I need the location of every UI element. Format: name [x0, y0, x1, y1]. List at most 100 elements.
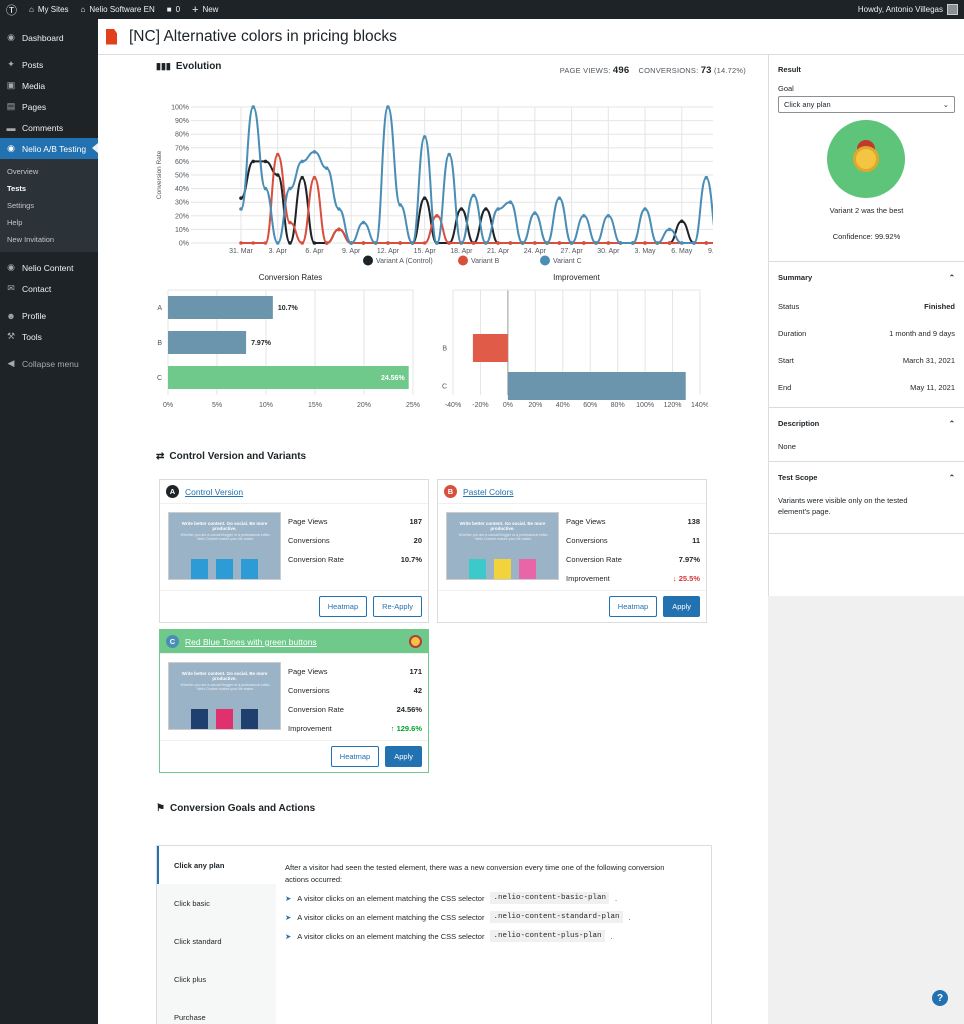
- menu-profile[interactable]: ☻ Profile: [6, 310, 47, 321]
- submenu-new-invitation[interactable]: New Invitation: [7, 235, 55, 244]
- variant-name-link[interactable]: Red Blue Tones with green buttons: [185, 636, 317, 647]
- chevron-up-icon: ⌃: [948, 473, 955, 482]
- menu-contact[interactable]: ✉ Contact: [7, 283, 52, 294]
- goal-select[interactable]: Click any plan ⌄: [778, 96, 955, 113]
- bar: [168, 296, 273, 319]
- help-icon[interactable]: ?: [932, 990, 948, 1006]
- data-point: [337, 207, 341, 211]
- menu-tools[interactable]: ⚒ Tools: [6, 331, 42, 342]
- heatmap-button[interactable]: Heatmap: [330, 746, 380, 767]
- variant-metrics: Page Views 171 Conversions 42 Conversion R…: [288, 667, 422, 733]
- heatmap-button[interactable]: Heatmap: [318, 596, 368, 617]
- title-bar: [NC] Alternative colors in pricing block…: [98, 19, 964, 55]
- chevron-down-icon: ⌄: [942, 100, 949, 109]
- goal-tab-click-basic[interactable]: Click basic: [174, 898, 210, 908]
- data-point: [312, 241, 317, 245]
- variants-title: ⇄ Control Version and Variants: [156, 451, 307, 462]
- data-point: [422, 135, 427, 139]
- comments-link[interactable]: ■ 0: [166, 5, 181, 14]
- data-point: [606, 241, 611, 245]
- data-point: [520, 241, 525, 245]
- account-link[interactable]: Howdy, Antonio Villegas: [852, 0, 964, 19]
- description-header[interactable]: Description ⌃: [778, 419, 955, 428]
- x-tick-label: 3. Apr: [269, 248, 288, 255]
- heatmap-button[interactable]: Heatmap: [608, 596, 658, 617]
- data-point: [533, 211, 537, 215]
- re-apply-button[interactable]: Re-Apply: [373, 596, 422, 617]
- menu-pages[interactable]: ▤ Pages: [6, 101, 47, 112]
- goal-action: ➤ A visitor clicks on an element matching…: [285, 930, 613, 942]
- data-point: [447, 152, 451, 157]
- goal-tab-click-any-plan[interactable]: Click any plan: [157, 846, 276, 884]
- x-tick-label: 6. May: [671, 248, 693, 255]
- end-value: May 11, 2021: [910, 383, 955, 392]
- menu-posts[interactable]: ✦ Posts: [7, 59, 44, 70]
- variant-name-link[interactable]: Control Version: [185, 486, 244, 497]
- variant-metrics: Page Views 138 Conversions 11 Conversion R…: [566, 517, 700, 583]
- data-point: [435, 214, 439, 218]
- dashboard-icon: ◉: [7, 32, 15, 42]
- status-value: Finished: [924, 302, 955, 311]
- data-point: [312, 150, 317, 154]
- submenu-settings[interactable]: Settings: [7, 201, 35, 210]
- x-tick-label: 15. Apr: [414, 248, 437, 255]
- goal-tabs: Click any plan Click basic Click standar…: [157, 846, 276, 1024]
- data-point: [508, 241, 513, 245]
- data-point: [288, 186, 292, 191]
- x-tick-label: 20%: [357, 402, 371, 409]
- goal-tab-click-plus[interactable]: Click plus: [174, 974, 207, 984]
- menu-comments[interactable]: ▬ Comments: [6, 122, 64, 133]
- wordpress-icon: Ⓣ: [6, 4, 17, 17]
- wp-logo[interactable]: Ⓣ: [0, 0, 23, 19]
- menu-nelio-content[interactable]: ◉ Nelio Content: [7, 262, 74, 273]
- variant-header: B Pastel Colors: [438, 480, 706, 504]
- my-sites-link[interactable]: ⌂ My Sites: [29, 5, 69, 14]
- y-tick-label: A: [157, 305, 162, 312]
- apply-button[interactable]: Apply: [663, 596, 700, 617]
- variant-name-link[interactable]: Pastel Colors: [463, 486, 514, 497]
- data-point: [655, 241, 660, 245]
- variant-preview[interactable]: Write better content. Go social. Be more…: [168, 512, 281, 580]
- variant-preview[interactable]: Write better content. Go social. Be more…: [168, 662, 281, 730]
- cursor-icon: ➤: [285, 931, 292, 941]
- x-tick-label: 18. Apr: [450, 248, 473, 255]
- goal-tab-purchase[interactable]: Purchase: [174, 1012, 206, 1022]
- x-tick-label: 60%: [583, 402, 597, 409]
- scope-header[interactable]: Test Scope ⌃: [778, 473, 955, 482]
- apply-button[interactable]: Apply: [385, 746, 422, 767]
- data-point: [643, 241, 647, 245]
- data-point: [251, 159, 256, 164]
- x-tick-label: 15%: [308, 402, 322, 409]
- y-axis-label: Conversion Rate: [156, 150, 163, 199]
- new-link[interactable]: + New: [192, 3, 219, 16]
- site-link[interactable]: ⌂ Nelio Software EN: [80, 5, 155, 14]
- data-label: 7.97%: [251, 340, 272, 347]
- data-point: [582, 241, 586, 245]
- menu-nelio-ab-testing[interactable]: ◉ Nelio A/B Testing: [0, 138, 98, 159]
- summary-header[interactable]: Summary ⌃: [778, 273, 955, 282]
- variant-header: C Red Blue Tones with green buttons: [160, 630, 428, 654]
- x-tick-label: 3. May: [635, 248, 657, 255]
- submenu-overview[interactable]: Overview: [7, 167, 39, 176]
- chart-bars-icon: ▮▮▮: [156, 61, 171, 71]
- variant-preview[interactable]: Write better content. Go social. Be more…: [446, 512, 559, 580]
- goal-description: After a visitor had seen the tested elem…: [285, 863, 665, 884]
- goal-tab-click-standard[interactable]: Click standard: [174, 936, 222, 946]
- y-tick-label: C: [442, 384, 447, 391]
- data-point: [239, 196, 243, 200]
- x-tick-label: 12. Apr: [377, 248, 400, 255]
- media-icon: ▣: [6, 80, 16, 90]
- page-title: [NC] Alternative colors in pricing block…: [129, 27, 397, 45]
- data-point: [435, 241, 439, 245]
- menu-dashboard[interactable]: ◉ Dashboard: [7, 32, 64, 43]
- legend-marker: [363, 255, 373, 266]
- submenu-help[interactable]: Help: [7, 218, 23, 227]
- data-point: [275, 173, 280, 177]
- evolution-title: ▮▮▮ Evolution: [156, 61, 222, 72]
- x-tick-label: 10%: [259, 402, 273, 409]
- medal-icon: [853, 146, 879, 172]
- submenu-tests[interactable]: Tests: [7, 184, 27, 193]
- legend-marker: [540, 255, 550, 266]
- collapse-menu[interactable]: ◀ Collapse menu: [7, 358, 79, 369]
- menu-media[interactable]: ▣ Media: [6, 80, 46, 91]
